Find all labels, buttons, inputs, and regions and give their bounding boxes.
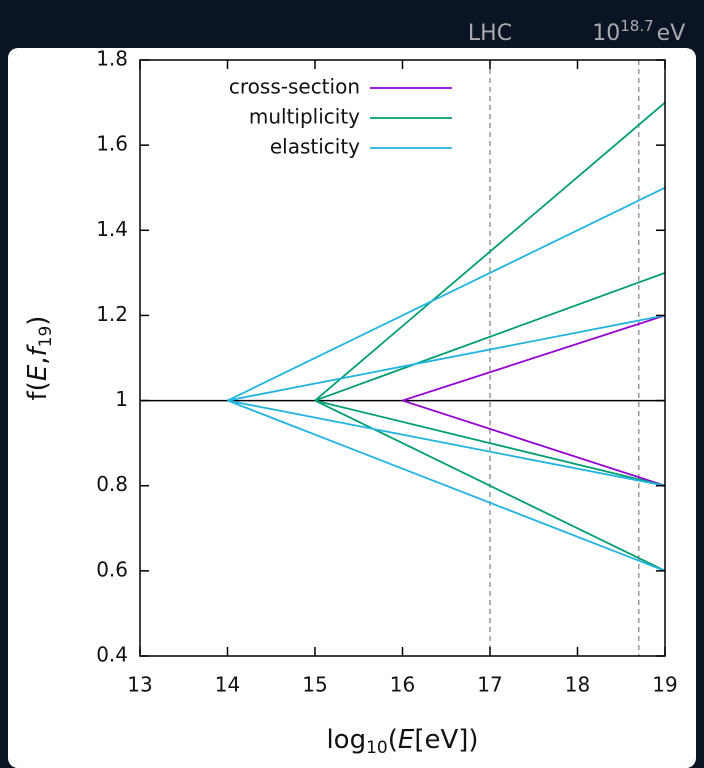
y-tick-label: 1.2 xyxy=(96,302,128,326)
y-tick-label: 1.4 xyxy=(96,217,128,241)
x-tick-label: 15 xyxy=(302,673,327,697)
series-line xyxy=(227,314,666,402)
y-axis-label-part: E xyxy=(23,364,53,381)
legend-label: multiplicity xyxy=(249,105,360,129)
x-axis-label-part: log xyxy=(326,725,366,755)
x-axis-label-part: 10 xyxy=(366,738,388,758)
legend-label: cross-section xyxy=(229,75,360,99)
y-tick-label: 1.6 xyxy=(96,132,128,156)
y-axis-label-part: , xyxy=(23,356,53,364)
series-line xyxy=(314,101,666,402)
y-tick-label: 0.6 xyxy=(96,557,128,581)
series-line xyxy=(402,399,666,487)
x-axis-label-part: E xyxy=(398,725,415,755)
y-tick-label: 0.8 xyxy=(96,472,128,496)
y-tick-label: 1 xyxy=(115,387,128,411)
x-axis-label: log10(E[eV]) xyxy=(326,725,478,759)
marker-label-part: 18.7 xyxy=(620,17,653,35)
legend-label: elasticity xyxy=(270,135,360,159)
y-axis-label: f(E,f19) xyxy=(23,316,57,401)
series-line xyxy=(314,399,666,487)
x-tick-label: 14 xyxy=(215,673,240,697)
marker-label: LHC xyxy=(468,21,512,46)
series-line xyxy=(227,399,666,487)
marker-label-part: LHC xyxy=(468,21,512,46)
y-axis-label-part: f( xyxy=(23,381,53,400)
x-axis-label-part: [eV]) xyxy=(414,725,478,755)
x-tick-label: 19 xyxy=(652,673,677,697)
series-line xyxy=(227,186,666,402)
marker-label-part: 10 xyxy=(592,21,620,46)
marker-label: 1018.7 eV xyxy=(592,17,685,47)
marker-label-part: eV xyxy=(657,21,686,46)
series-line xyxy=(314,272,666,402)
series-line xyxy=(227,399,666,572)
x-tick-label: 17 xyxy=(477,673,502,697)
x-tick-label: 13 xyxy=(127,673,152,697)
series-line xyxy=(402,314,666,402)
y-tick-label: 0.4 xyxy=(96,643,128,667)
y-tick-label: 1.8 xyxy=(96,47,128,71)
x-tick-label: 18 xyxy=(565,673,590,697)
x-axis-label-part: ( xyxy=(388,725,398,755)
panel xyxy=(8,48,696,768)
y-axis-label-part: ) xyxy=(23,316,53,326)
y-axis-label-part: 19 xyxy=(36,326,56,348)
x-tick-label: 16 xyxy=(390,673,415,697)
